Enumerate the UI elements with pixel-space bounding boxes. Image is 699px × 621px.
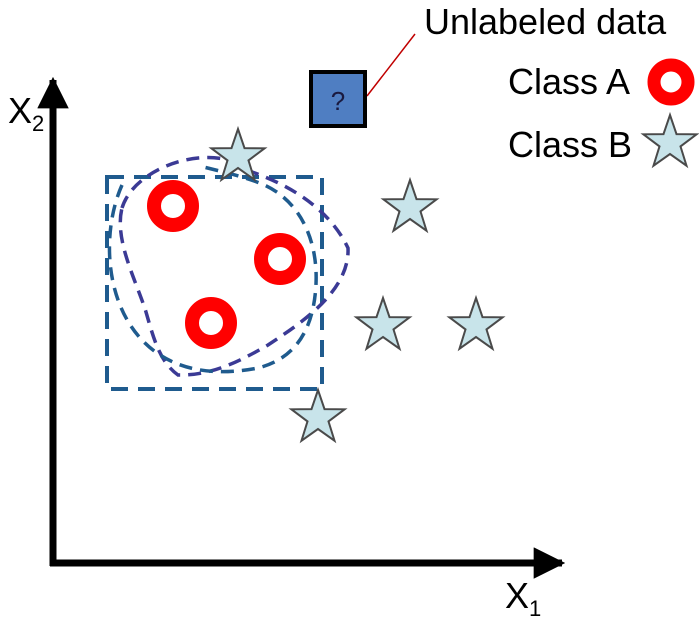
class-b-point bbox=[353, 294, 413, 352]
class-b-point bbox=[288, 386, 348, 444]
class-b-point bbox=[208, 125, 268, 183]
y-axis-label-subscript: 2 bbox=[32, 111, 44, 136]
class-b-point bbox=[446, 294, 506, 352]
y-axis-label-main: X bbox=[8, 90, 32, 131]
unlabeled-question-mark: ? bbox=[331, 86, 345, 116]
legend-class-a-label: Class A bbox=[508, 61, 630, 102]
class-b-points bbox=[208, 125, 506, 444]
class-a-points bbox=[147, 180, 306, 349]
legend: Class A Class B bbox=[508, 58, 699, 169]
legend-class-b-label: Class B bbox=[508, 124, 632, 165]
y-axis-label: X2 bbox=[8, 90, 44, 136]
x-axis-label: X1 bbox=[505, 575, 541, 621]
class-b-point bbox=[380, 176, 440, 234]
unlabeled-connector-line bbox=[366, 33, 416, 97]
unlabeled-data-box bbox=[309, 70, 367, 128]
class-a-point bbox=[185, 297, 237, 349]
x-axis-label-main: X bbox=[505, 575, 529, 616]
axes bbox=[37, 76, 566, 579]
boundary-blob-inner bbox=[107, 164, 318, 374]
unlabeled-data-label: Unlabeled data bbox=[424, 1, 667, 42]
x-axis-label-subscript: 1 bbox=[529, 596, 541, 621]
legend-class-a-icon bbox=[647, 58, 695, 106]
unlabeled-data-point: ? bbox=[309, 70, 367, 128]
class-a-point bbox=[147, 180, 199, 232]
legend-class-b-icon bbox=[640, 111, 699, 169]
class-a-point bbox=[254, 233, 306, 285]
